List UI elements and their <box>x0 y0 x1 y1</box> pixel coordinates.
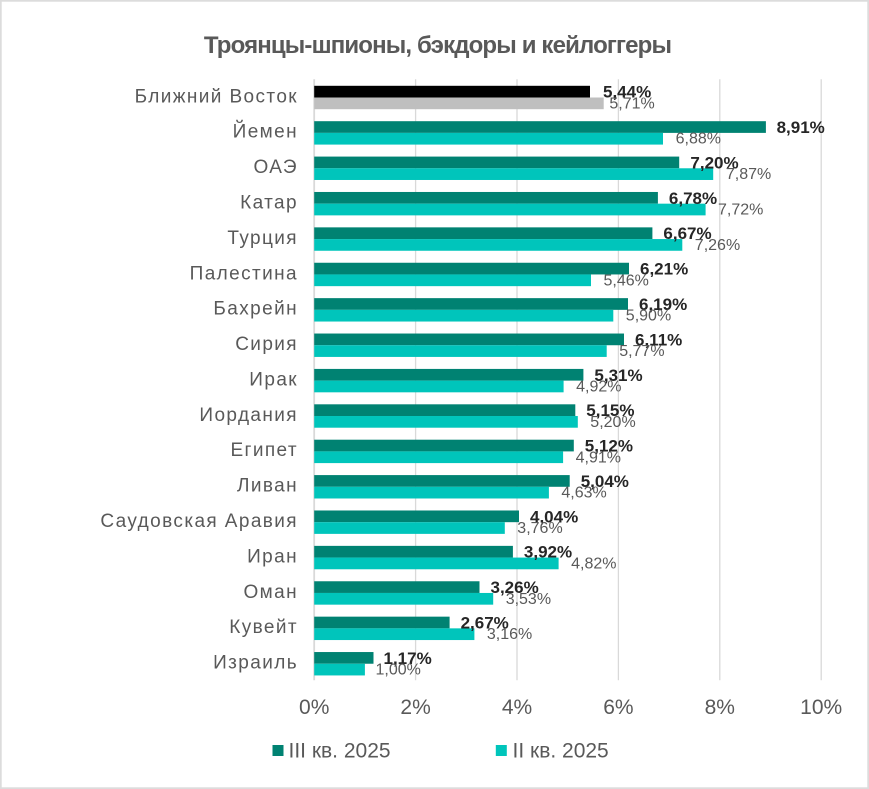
svg-text:8%: 8% <box>705 696 735 719</box>
svg-text:6,11%: 6,11% <box>635 330 682 349</box>
svg-text:3,16%: 3,16% <box>487 626 532 643</box>
svg-text:Йемен: Йемен <box>233 121 298 143</box>
svg-text:5,20%: 5,20% <box>590 414 635 431</box>
svg-text:7,72%: 7,72% <box>718 202 763 219</box>
svg-text:Иордания: Иордания <box>199 405 298 426</box>
svg-text:7,87%: 7,87% <box>726 166 771 183</box>
svg-text:Иран: Иран <box>247 546 298 567</box>
svg-text:6,78%: 6,78% <box>669 189 717 208</box>
svg-text:3,92%: 3,92% <box>524 543 572 562</box>
svg-text:Египет: Египет <box>230 440 298 461</box>
svg-text:Троянцы-шпионы, бэкдоры и кейл: Троянцы-шпионы, бэкдоры и кейлоггеры <box>204 32 671 59</box>
svg-text:Ирак: Ирак <box>249 369 298 390</box>
svg-text:Оман: Оман <box>243 582 298 603</box>
svg-text:5,15%: 5,15% <box>586 401 634 420</box>
svg-text:4,91%: 4,91% <box>576 449 621 466</box>
svg-text:5,46%: 5,46% <box>604 272 649 289</box>
svg-text:4%: 4% <box>502 696 532 719</box>
svg-text:Бахрейн: Бахрейн <box>213 299 298 320</box>
svg-text:7,20%: 7,20% <box>690 153 738 172</box>
svg-text:5,31%: 5,31% <box>594 366 642 385</box>
svg-text:5,90%: 5,90% <box>626 308 671 325</box>
svg-text:1,17%: 1,17% <box>384 649 432 668</box>
svg-text:4,92%: 4,92% <box>576 379 621 396</box>
svg-text:10%: 10% <box>800 696 842 719</box>
svg-text:Ближний Восток: Ближний Восток <box>135 86 298 107</box>
svg-text:II кв. 2025: II кв. 2025 <box>513 740 609 763</box>
svg-text:5,04%: 5,04% <box>581 472 629 491</box>
svg-text:3,76%: 3,76% <box>517 520 562 537</box>
svg-text:Израиль: Израиль <box>213 653 298 674</box>
svg-text:Сирия: Сирия <box>235 334 298 355</box>
svg-text:4,04%: 4,04% <box>530 507 578 526</box>
svg-text:5,77%: 5,77% <box>619 343 664 360</box>
svg-text:6%: 6% <box>603 696 633 719</box>
svg-text:Турция: Турция <box>227 228 298 249</box>
svg-text:4,82%: 4,82% <box>571 555 616 572</box>
svg-text:Катар: Катар <box>240 193 298 214</box>
svg-text:8,91%: 8,91% <box>777 118 825 137</box>
svg-text:3,26%: 3,26% <box>491 578 539 597</box>
svg-text:5,12%: 5,12% <box>585 437 633 456</box>
svg-text:6,19%: 6,19% <box>639 295 687 314</box>
svg-text:2%: 2% <box>400 696 430 719</box>
svg-text:Кувейт: Кувейт <box>229 617 298 638</box>
svg-text:5,71%: 5,71% <box>609 95 654 112</box>
svg-text:2,67%: 2,67% <box>461 614 509 633</box>
svg-text:III кв. 2025: III кв. 2025 <box>289 740 391 763</box>
svg-text:6,21%: 6,21% <box>640 260 688 279</box>
svg-text:0%: 0% <box>299 696 329 719</box>
svg-text:3,53%: 3,53% <box>506 591 551 608</box>
svg-text:Саудовская Аравия: Саудовская Аравия <box>100 511 298 532</box>
svg-text:Ливан: Ливан <box>237 476 298 497</box>
svg-text:ОАЭ: ОАЭ <box>254 157 298 178</box>
svg-text:6,88%: 6,88% <box>676 131 721 148</box>
svg-text:6,67%: 6,67% <box>663 224 711 243</box>
svg-text:5,44%: 5,44% <box>603 83 651 102</box>
svg-text:7,26%: 7,26% <box>695 237 740 254</box>
svg-text:4,63%: 4,63% <box>561 485 606 502</box>
svg-text:1,00%: 1,00% <box>376 662 421 679</box>
svg-text:Палестина: Палестина <box>190 263 298 284</box>
